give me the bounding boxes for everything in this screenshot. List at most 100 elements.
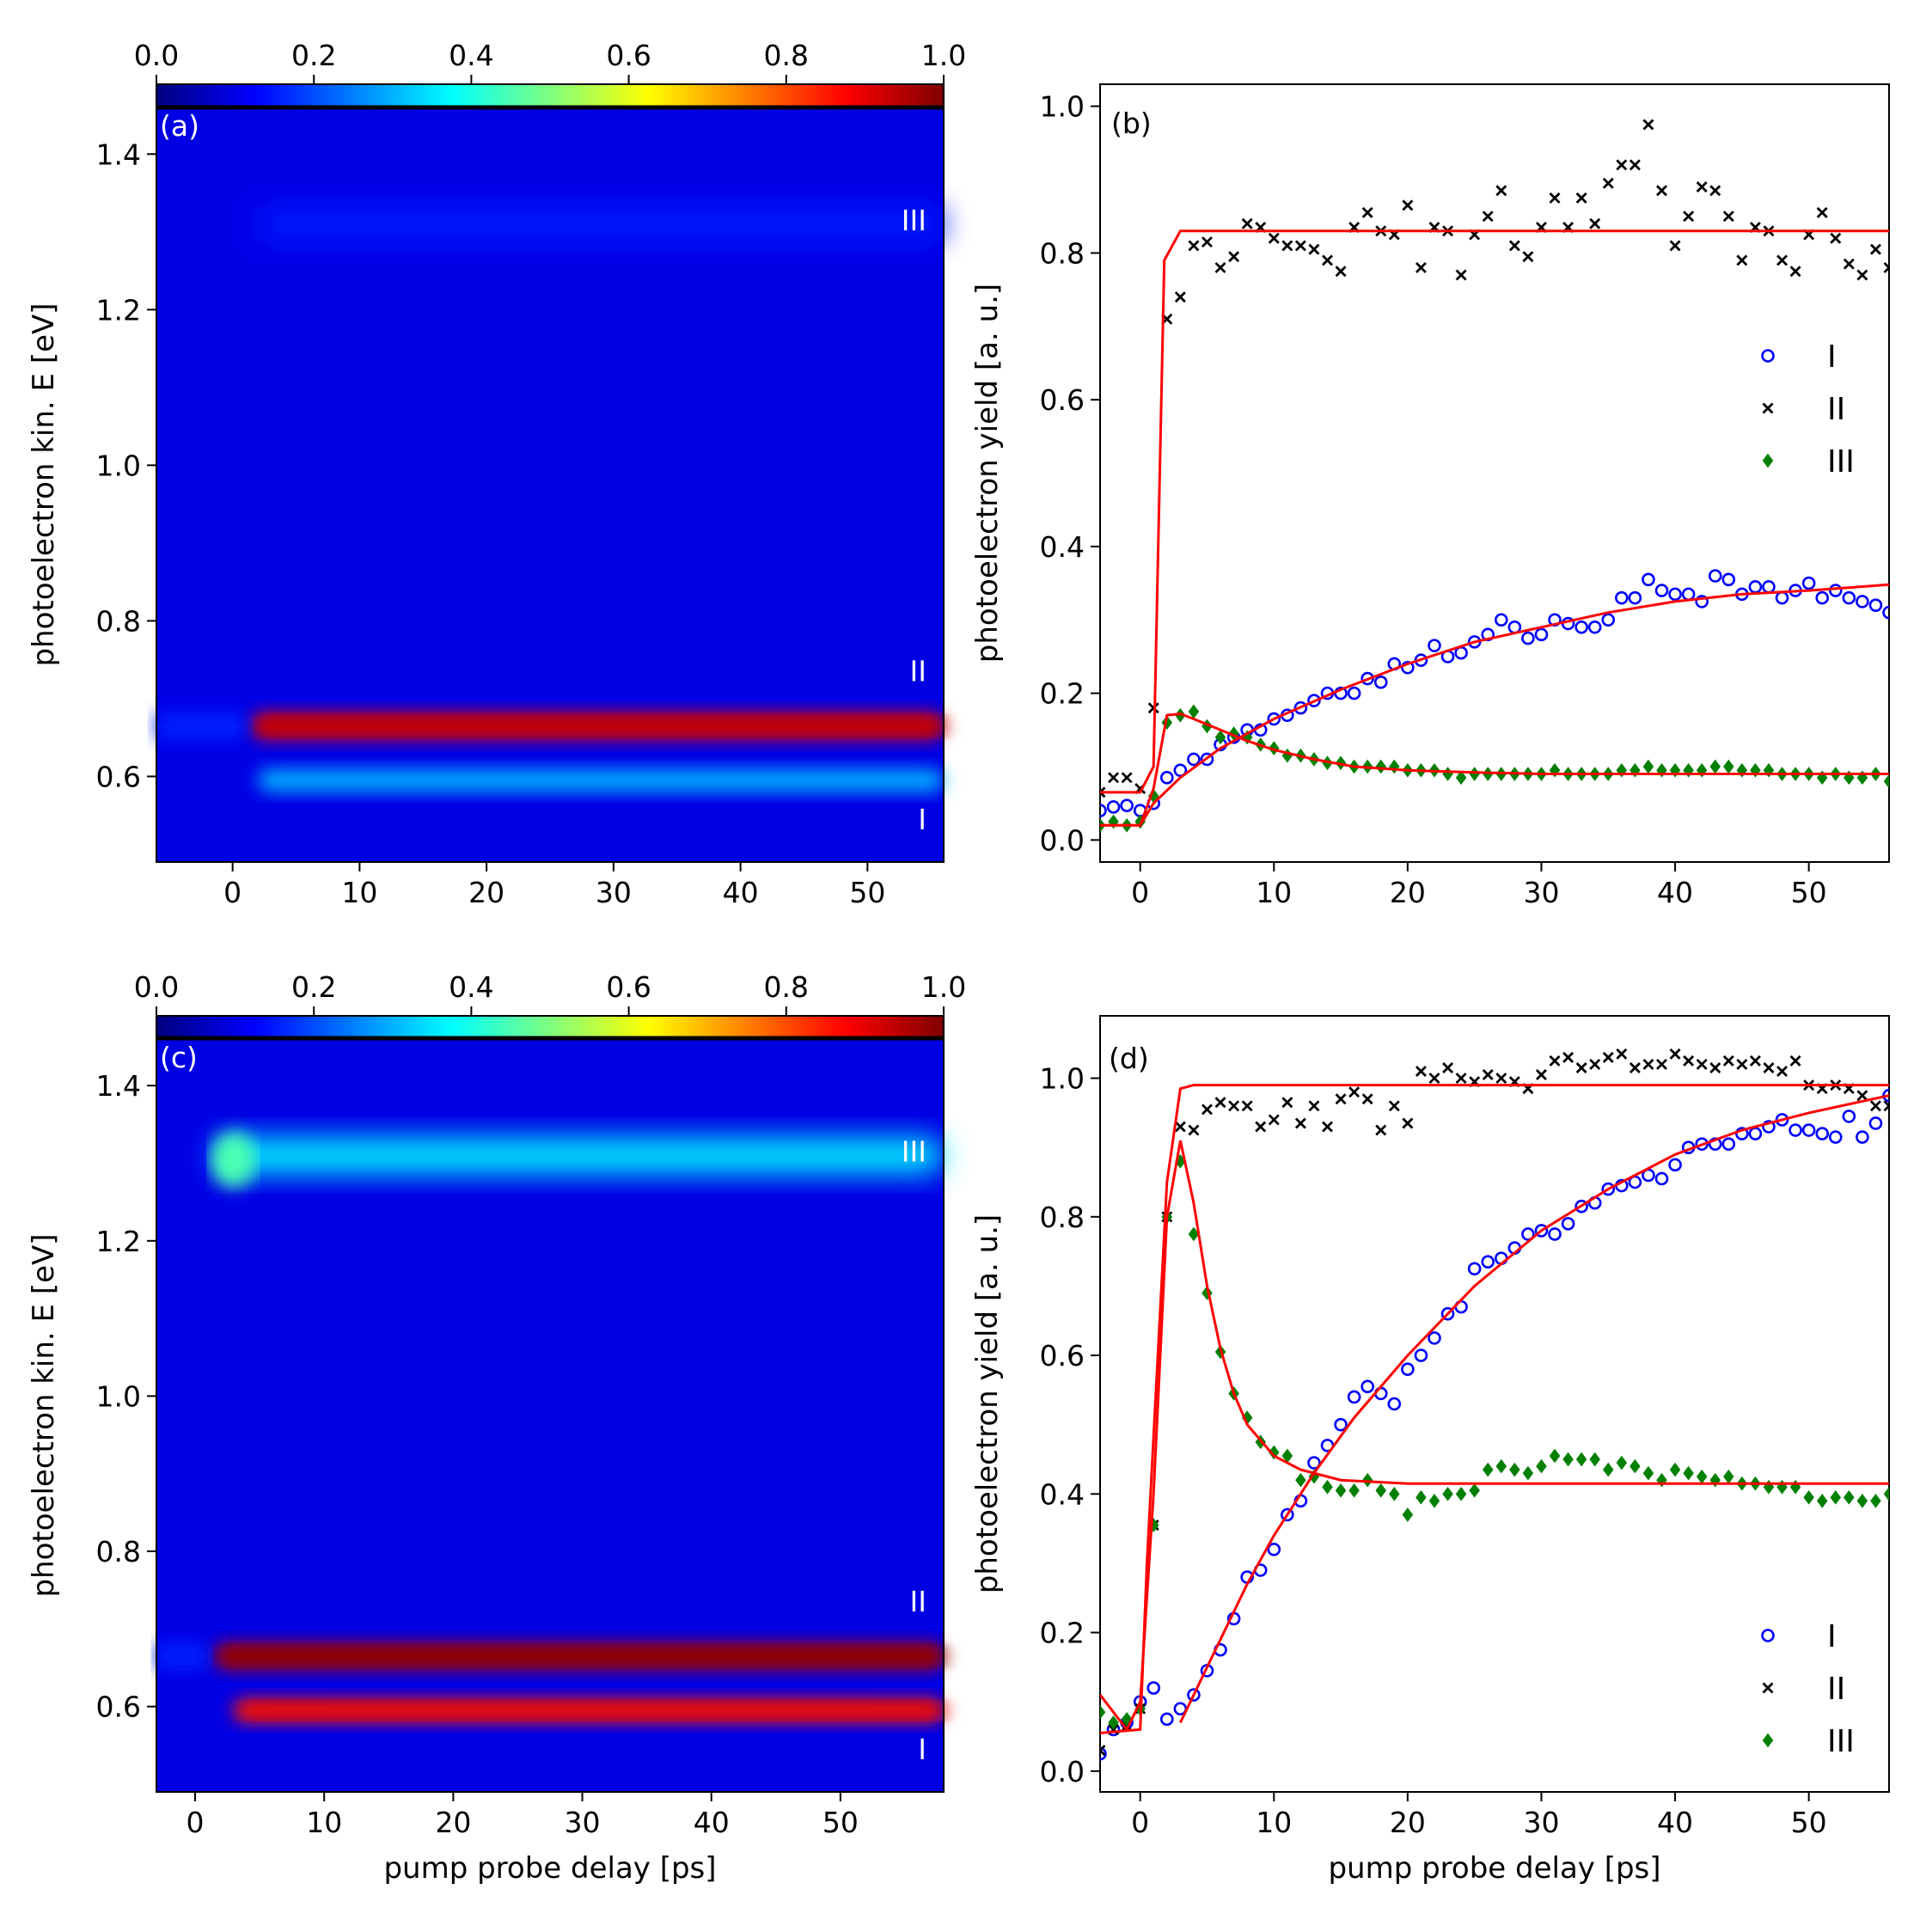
y-tick-label: 1.2 — [96, 293, 141, 327]
legend-label-III: III — [1827, 444, 1855, 480]
data-point-I — [1708, 569, 1722, 583]
data-point-II — [1322, 254, 1333, 266]
data-point-I — [1561, 1217, 1575, 1231]
data-point-II — [1415, 261, 1427, 273]
data-point-I — [1615, 590, 1629, 605]
x-tick-label: 20 — [1390, 1806, 1426, 1839]
data-point-III — [1803, 1490, 1814, 1505]
data-point-I — [1815, 590, 1830, 605]
data-point-III — [1603, 1462, 1614, 1477]
plot-contents — [1100, 1048, 1889, 1761]
band-III — [258, 205, 944, 243]
data-point-II — [1629, 1061, 1641, 1073]
axes-frame — [156, 1038, 945, 1793]
y-axis-label: photoelectron kin. E [eV] — [27, 1233, 61, 1597]
data-point-II — [1241, 1100, 1253, 1112]
colorbar-tick-label: 0.8 — [764, 39, 809, 72]
data-point-II — [1455, 269, 1467, 281]
data-point-III — [1375, 1483, 1386, 1498]
fit-line — [1100, 229, 1889, 794]
x-tick-label: 30 — [596, 876, 632, 909]
data-point-II — [1602, 1051, 1614, 1063]
data-point-I — [1347, 686, 1361, 700]
data-point-II — [1869, 243, 1881, 255]
band-I — [258, 768, 944, 792]
colorbar-tick-label: 0.6 — [606, 39, 651, 72]
data-point-III — [1495, 1458, 1507, 1474]
data-point-II — [1322, 1121, 1333, 1133]
data-point-I — [1601, 1182, 1616, 1196]
x-tick-label: 50 — [849, 876, 885, 909]
x-tick-label: 40 — [1657, 876, 1693, 909]
data-point-I — [1373, 676, 1388, 689]
band-III-onset — [211, 1132, 256, 1188]
pre-onset-glow — [156, 1643, 209, 1668]
data-point-II — [1188, 240, 1200, 252]
data-point-II — [1589, 217, 1601, 229]
data-point-II — [1736, 254, 1748, 266]
data-point-II — [1375, 1124, 1387, 1136]
colorbar-tick-label: 1.0 — [921, 39, 966, 72]
plot-contents — [1100, 119, 1889, 833]
data-point-III — [1455, 770, 1467, 786]
y-tick-label: 1.0 — [1040, 90, 1085, 124]
data-point-I — [1428, 1331, 1441, 1345]
data-point-II — [1696, 181, 1708, 193]
data-point-II — [1228, 251, 1240, 263]
data-point-I — [1534, 1224, 1549, 1238]
data-point-I — [1668, 1158, 1682, 1172]
data-point-II — [1722, 1055, 1734, 1067]
data-point-I — [1361, 1379, 1374, 1394]
data-point-III — [1549, 1448, 1561, 1464]
data-point-I — [1642, 572, 1655, 587]
data-point-I — [1882, 605, 1889, 620]
data-point-II — [1214, 261, 1226, 273]
colorbar-tick-label: 0.4 — [449, 970, 493, 1004]
data-point-III — [1482, 1462, 1494, 1477]
data-point-III — [1683, 1465, 1694, 1481]
data-point-II — [1883, 1100, 1889, 1112]
x-tick-label: 20 — [1390, 876, 1426, 909]
fit-line — [1179, 1094, 1889, 1724]
data-point-II — [1522, 251, 1534, 263]
colorbar-tick-label: 0.8 — [764, 970, 809, 1004]
y-axis-label: photoelectron yield [a. u.] — [970, 1214, 1005, 1593]
legend-label-III: III — [1827, 1724, 1855, 1759]
data-point-III — [1188, 1226, 1200, 1242]
band-I-core — [242, 1704, 944, 1716]
x-tick-label: 40 — [723, 876, 759, 909]
data-point-I — [1187, 1688, 1201, 1702]
data-point-III — [1348, 1483, 1360, 1498]
data-point-I — [1521, 631, 1535, 645]
data-point-I — [1159, 1712, 1174, 1727]
data-point-II — [1121, 772, 1133, 784]
data-point-II — [1428, 1073, 1440, 1085]
data-point-I — [1534, 627, 1549, 642]
axes-frame — [1099, 83, 1890, 863]
x-tick-label: 10 — [1256, 876, 1292, 909]
data-point-I — [1414, 1348, 1428, 1362]
data-point-I — [1100, 1746, 1107, 1761]
data-point-I — [1801, 1123, 1816, 1137]
data-point-I — [1401, 1362, 1415, 1376]
y-tick-label: 0.2 — [1040, 677, 1085, 711]
panel-b: 0 10 20 30 40 50 0.0 0.2 0.4 0.6 0.8 1.0 photoelectr… — [970, 83, 1890, 909]
y-tick-label: 1.4 — [96, 1069, 141, 1103]
series-I — [1100, 569, 1889, 818]
colorbar — [156, 1016, 944, 1037]
data-point-I — [1347, 1390, 1361, 1404]
data-point-II — [1495, 185, 1507, 197]
data-point-II — [1108, 772, 1120, 784]
data-point-II — [1843, 258, 1855, 270]
data-point-II — [1683, 1055, 1695, 1067]
data-point-I — [1668, 587, 1682, 602]
data-point-II — [1776, 254, 1789, 266]
data-point-III — [1522, 1465, 1534, 1481]
data-point-II — [1535, 1069, 1547, 1081]
data-point-III — [1830, 1490, 1842, 1505]
x-tick-label: 0 — [223, 876, 242, 909]
x-tick-label: 0 — [186, 1806, 205, 1839]
data-point-II — [1776, 1066, 1789, 1077]
